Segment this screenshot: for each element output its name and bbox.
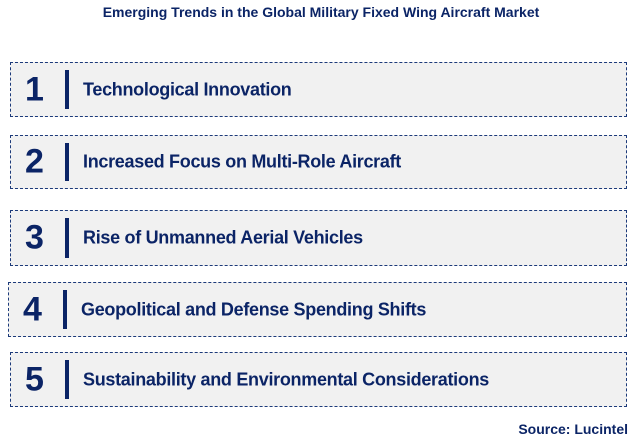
trend-label: Sustainability and Environmental Conside…: [83, 369, 489, 389]
trend-number: 3: [25, 218, 44, 257]
trend-number: 5: [25, 360, 44, 398]
trend-number: 2: [25, 142, 44, 181]
trend-item: 5 Sustainability and Environmental Consi…: [10, 352, 627, 407]
trend-label: Increased Focus on Multi-Role Aircraft: [83, 151, 401, 172]
trend-number: 1: [25, 70, 44, 108]
trend-item: 2 Increased Focus on Multi-Role Aircraft: [10, 135, 627, 189]
divider: [65, 360, 69, 399]
trend-item: 4 Geopolitical and Defense Spending Shif…: [8, 282, 627, 337]
trend-label: Technological Innovation: [83, 79, 292, 99]
divider: [63, 290, 67, 329]
divider: [65, 143, 69, 181]
page-title: Emerging Trends in the Global Military F…: [102, 4, 540, 20]
divider: [65, 70, 69, 109]
trend-label: Rise of Unmanned Aerial Vehicles: [83, 227, 363, 248]
divider: [65, 218, 69, 258]
trend-number: 4: [23, 290, 42, 328]
trend-label: Geopolitical and Defense Spending Shifts: [81, 299, 427, 319]
source-note: Source: Lucintel: [518, 421, 628, 437]
trend-item: 1 Technological Innovation: [10, 62, 627, 117]
trend-item: 3 Rise of Unmanned Aerial Vehicles: [10, 210, 627, 266]
